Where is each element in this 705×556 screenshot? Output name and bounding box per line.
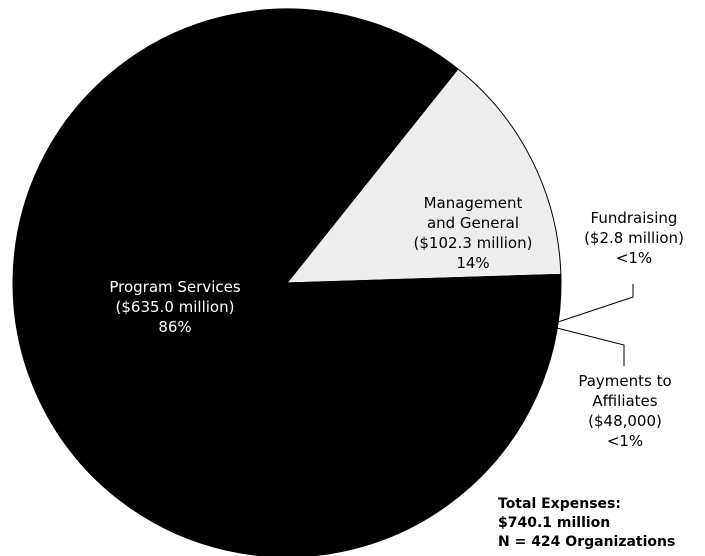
- program-services-label-line-2: ($635.0 million): [116, 298, 235, 316]
- note-line-1: Total Expenses:: [498, 496, 621, 512]
- affiliates-label-line-2: Affiliates: [592, 392, 657, 410]
- fundraising-label-line-3: <1%: [616, 249, 652, 267]
- total-expenses-note: Total Expenses: $740.1 million N = 424 O…: [498, 495, 675, 552]
- management-label-line-2: and General: [427, 214, 519, 232]
- affiliates-label-line-3: ($48,000): [588, 412, 662, 430]
- fundraising-label-line-2: ($2.8 million): [584, 229, 684, 247]
- note-line-2: $740.1 million: [498, 515, 611, 531]
- affiliates-label-line-1: Payments to: [578, 372, 671, 390]
- program-services-label-line-3: 86%: [158, 318, 191, 336]
- program-services-slice: [12, 8, 562, 556]
- program-services-label-line-1: Program Services: [109, 278, 240, 296]
- management-label-line-4: 14%: [456, 254, 489, 272]
- affiliates-leader-line: [552, 326, 625, 366]
- management-label-line-3: ($102.3 million): [414, 234, 533, 252]
- management-label-line-1: Management: [424, 194, 523, 212]
- fundraising-label-line-1: Fundraising: [591, 209, 678, 227]
- note-line-3: N = 424 Organizations: [498, 534, 676, 550]
- affiliates-label-line-4: <1%: [607, 432, 643, 450]
- management-slice: [285, 67, 562, 284]
- fundraising-leader-line: [554, 284, 634, 324]
